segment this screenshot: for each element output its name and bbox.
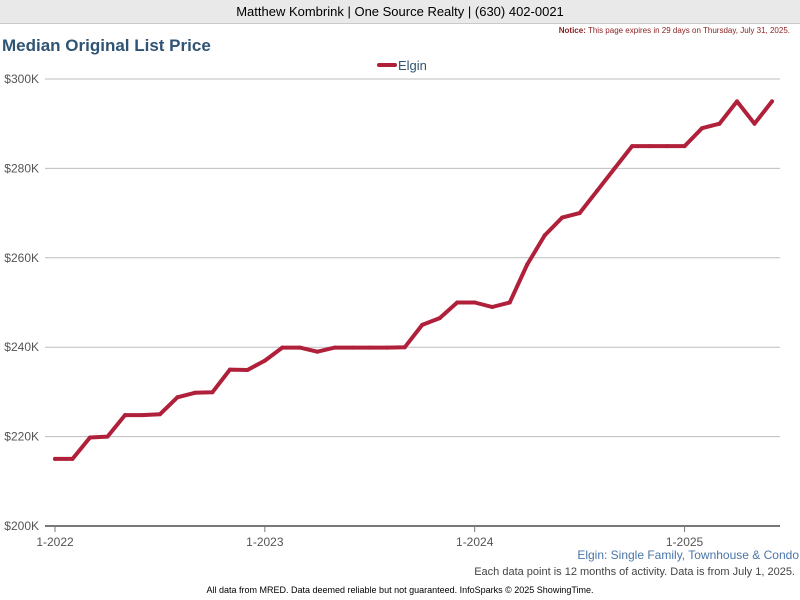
y-axis: $200K $220K $240K $260K $280K $300K	[4, 72, 39, 533]
data-point	[157, 412, 162, 417]
data-point	[53, 456, 57, 461]
data-point	[385, 345, 390, 350]
x-tick-label: 1-2025	[666, 535, 704, 549]
data-point	[192, 390, 197, 395]
x-tick-label: 1-2023	[246, 535, 284, 549]
data-point	[525, 262, 530, 267]
data-point	[612, 166, 617, 171]
data-point	[630, 144, 635, 149]
expiration-notice: Notice: This page expires in 29 days on …	[559, 26, 790, 35]
data-point	[577, 211, 582, 216]
data-point	[490, 305, 495, 309]
y-tick-label: $200K	[4, 519, 39, 533]
data-point	[717, 121, 722, 126]
y-tick-label: $220K	[4, 430, 39, 444]
footer-disclaimer: All data from MRED. Data deemed reliable…	[206, 585, 594, 595]
y-tick-label: $280K	[4, 161, 39, 175]
data-point	[472, 300, 477, 305]
data-note: Each data point is 12 months of activity…	[474, 566, 795, 578]
data-point	[280, 345, 285, 350]
series-layer	[53, 99, 774, 461]
data-point	[560, 215, 565, 220]
gridlines	[45, 78, 780, 438]
data-point	[175, 395, 180, 400]
data-point	[123, 413, 127, 418]
data-point	[315, 349, 320, 354]
data-point	[88, 435, 92, 440]
data-point	[437, 316, 442, 321]
data-point	[70, 456, 75, 461]
data-point	[262, 358, 267, 363]
x-tick-label: 1-2024	[456, 535, 494, 549]
data-point	[227, 367, 232, 372]
agent-header-bar: Matthew Kombrink | One Source Realty | (…	[0, 0, 800, 24]
chart-title: Median Original List Price	[2, 36, 211, 55]
legend[interactable]: Elgin	[377, 58, 427, 73]
data-point	[595, 188, 600, 193]
legend-label: Elgin	[398, 58, 427, 73]
x-tick-label: 1-2022	[36, 535, 74, 549]
data-point	[245, 368, 250, 372]
data-point	[647, 144, 652, 149]
data-point	[700, 126, 704, 131]
data-point	[210, 390, 215, 395]
data-point	[665, 144, 670, 149]
y-tick-label: $240K	[4, 340, 39, 354]
chart-subtitle: Elgin: Single Family, Townhouse & Condo	[577, 548, 799, 562]
notice-text: This page expires in 29 days on Thursday…	[587, 26, 790, 35]
data-point	[402, 345, 407, 350]
y-tick-label: $260K	[4, 251, 39, 265]
data-point	[542, 233, 547, 238]
data-point	[367, 345, 372, 350]
data-point	[752, 121, 757, 126]
data-point	[420, 322, 425, 327]
data-point	[735, 99, 739, 104]
data-point	[455, 300, 460, 305]
data-point	[507, 300, 512, 305]
notice-label: Notice:	[558, 26, 586, 35]
data-point	[332, 345, 337, 350]
data-point	[682, 144, 687, 149]
data-point	[770, 99, 774, 104]
data-point	[297, 345, 302, 350]
data-point	[105, 434, 110, 439]
x-axis: 1-2022 1-2023 1-2024 1-2025	[36, 525, 780, 549]
data-point	[350, 345, 355, 350]
y-tick-label: $300K	[4, 72, 39, 86]
series-line-elgin	[53, 99, 774, 461]
data-point	[140, 413, 145, 418]
